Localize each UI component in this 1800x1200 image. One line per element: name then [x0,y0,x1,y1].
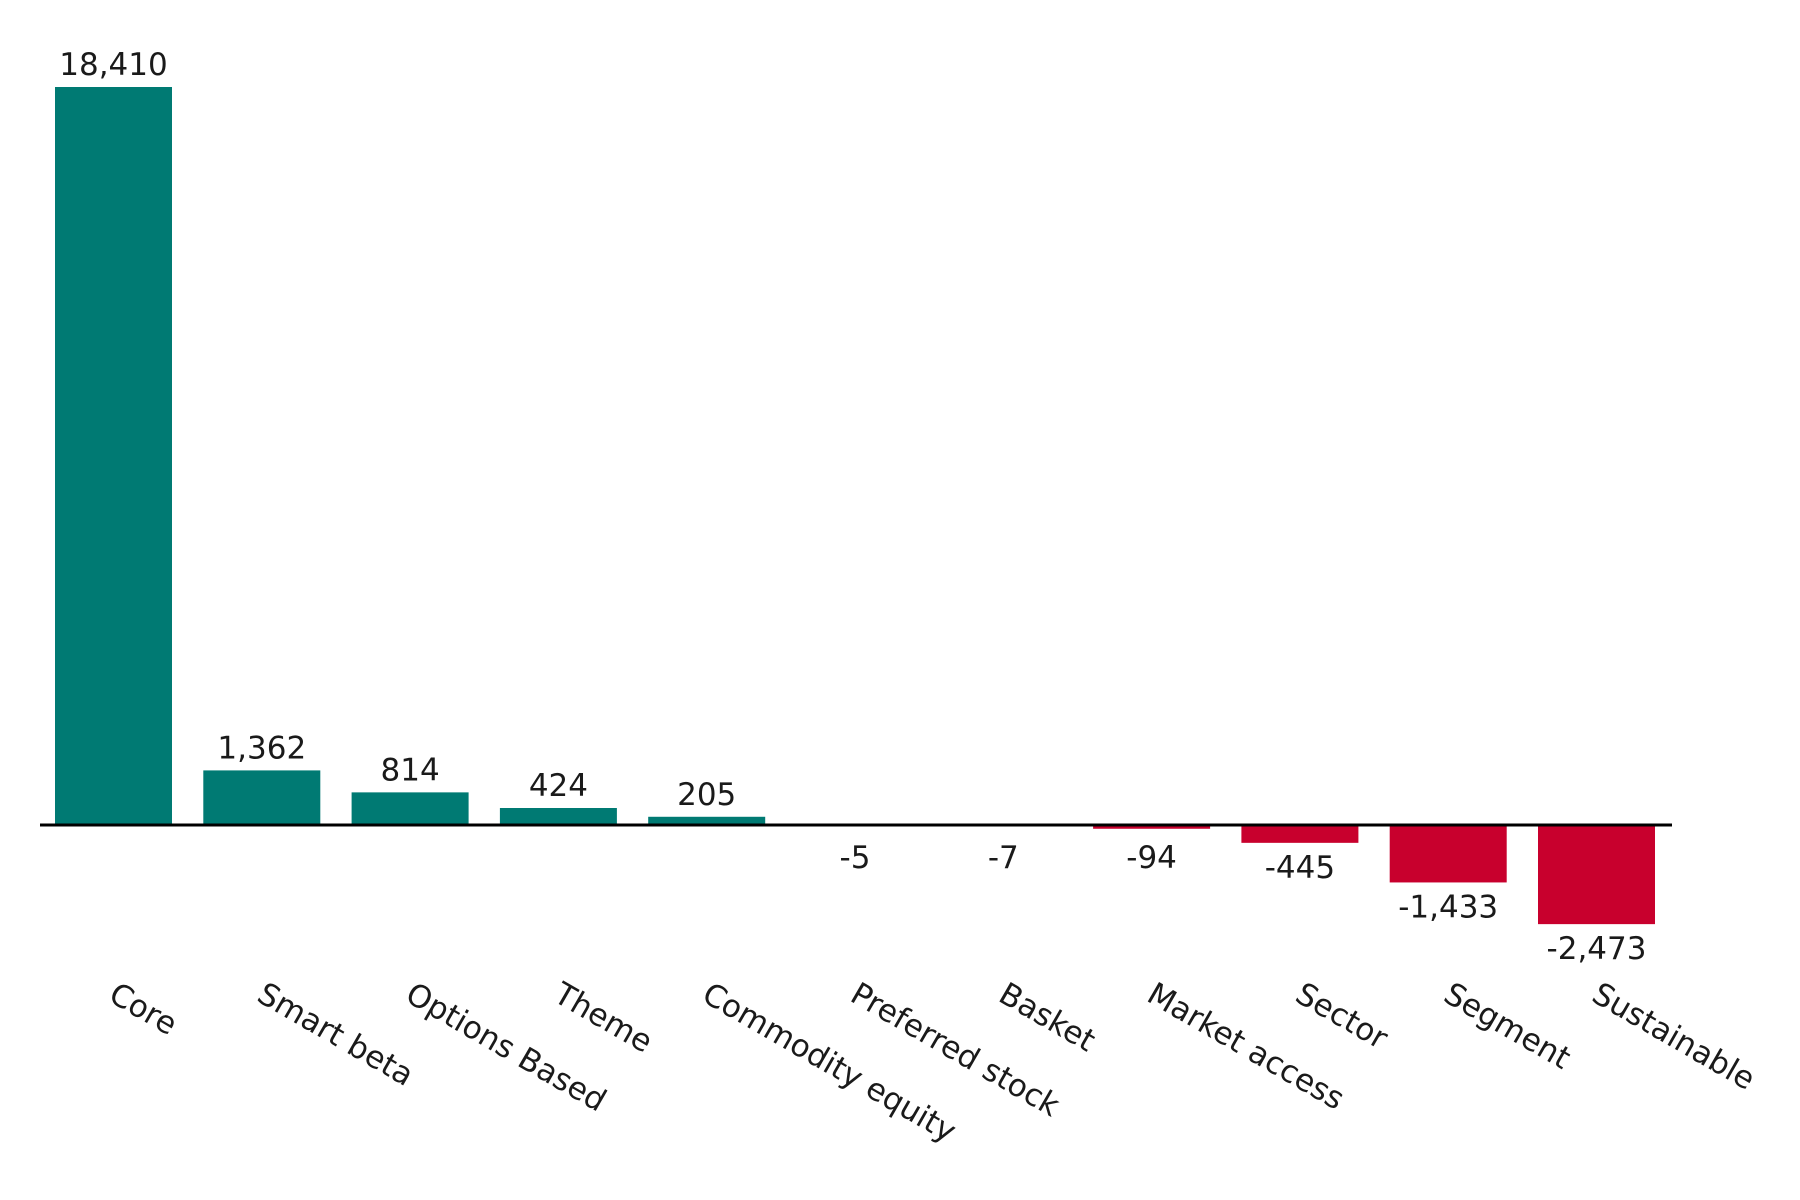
category-label-commodity-equity: Commodity equity [696,976,962,1150]
bar-sustainable [1538,825,1655,925]
value-labels-group: 18,410 1,362 814 424 205 -5 -7 -94 -445 -1,433 -2,… [59,47,1646,967]
bar-smart-beta [203,770,321,825]
bar-commodity-equity [648,816,766,825]
bar-market-access [1093,825,1211,829]
category-label-segment: Segment [1438,976,1577,1077]
category-label-sustainable: Sustainable [1586,976,1761,1098]
category-label-smart-beta: Smart beta [251,976,419,1094]
category-label-basket: Basket [993,976,1101,1059]
bar-sector [1241,825,1359,843]
bar-segment [1389,825,1507,883]
value-label-smart-beta: 1,362 [217,730,306,766]
value-label-commodity-equity: 205 [677,777,736,813]
value-label-sector: -445 [1265,850,1335,886]
value-label-core: 18,410 [59,47,167,83]
value-label-theme: 424 [529,768,588,804]
value-label-basket: -7 [988,840,1019,876]
value-label-sustainable: -2,473 [1547,931,1647,967]
bars-group [55,87,1655,925]
bar-options-based [351,792,469,825]
category-label-theme: Theme [547,975,658,1060]
bar-theme [499,808,617,825]
value-label-options-based: 814 [381,752,440,788]
bar-core [55,87,172,825]
value-label-segment: -1,433 [1398,889,1498,925]
category-label-core: Core [103,976,183,1043]
category-label-sector: Sector [1289,976,1394,1057]
value-label-preferred-stock: -5 [840,840,871,876]
value-label-market-access: -94 [1126,840,1177,876]
